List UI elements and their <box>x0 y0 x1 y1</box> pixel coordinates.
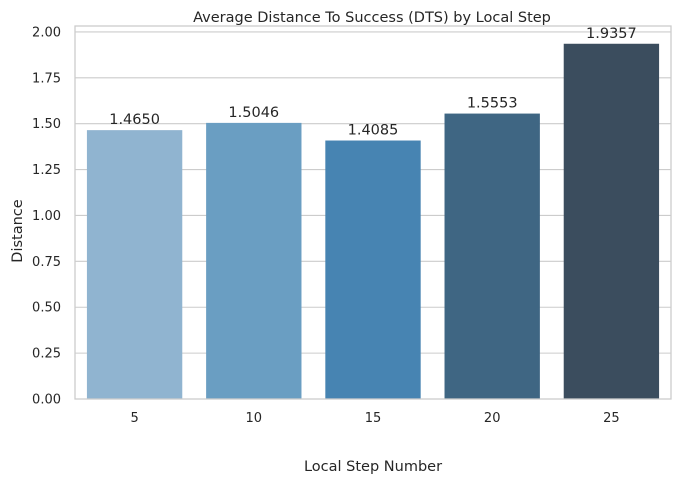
x-tick-label: 20 <box>484 411 501 426</box>
x-tick-label: 15 <box>365 411 382 426</box>
x-axis-label: Local Step Number <box>304 459 442 475</box>
x-tick-label: 5 <box>130 411 138 426</box>
x-tick-labels: 5 10 15 20 25 <box>130 411 619 426</box>
y-tick-label: 0.50 <box>32 301 61 316</box>
y-tick-label: 1.75 <box>32 71 61 86</box>
y-tick-label: 2.00 <box>32 25 61 40</box>
y-tick-label: 0.75 <box>32 255 61 270</box>
plot-frame <box>74 25 672 400</box>
bar-value-label: 1.9357 <box>586 26 637 42</box>
y-tick-label: 0.25 <box>32 347 61 362</box>
bars <box>86 43 660 400</box>
y-tick-label: 1.00 <box>32 209 61 224</box>
bar-value-label: 1.5553 <box>467 96 518 112</box>
bar-25 <box>563 43 660 399</box>
bar-value-label: 1.5046 <box>228 105 279 121</box>
y-tick-label: 1.50 <box>32 117 61 132</box>
bar-value-labels: 1.4650 1.5046 1.4085 1.5553 1.9357 <box>109 26 637 139</box>
bar-20 <box>444 113 540 400</box>
bar-value-label: 1.4650 <box>109 112 160 128</box>
y-tick-label: 0.00 <box>32 393 61 408</box>
bar-value-label: 1.4085 <box>348 123 399 139</box>
bar-5 <box>86 130 183 400</box>
chart-title: Average Distance To Success (DTS) by Loc… <box>193 10 551 26</box>
x-tick-label: 25 <box>603 411 620 426</box>
y-tick-labels: 0.00 0.25 0.50 0.75 1.00 1.25 1.50 1.75 2.00 <box>32 25 61 407</box>
bar-10 <box>206 122 302 400</box>
x-tick-label: 10 <box>246 411 263 426</box>
y-tick-label: 1.25 <box>32 163 61 178</box>
bar-15 <box>325 140 421 399</box>
y-axis-label: Distance <box>10 199 26 262</box>
